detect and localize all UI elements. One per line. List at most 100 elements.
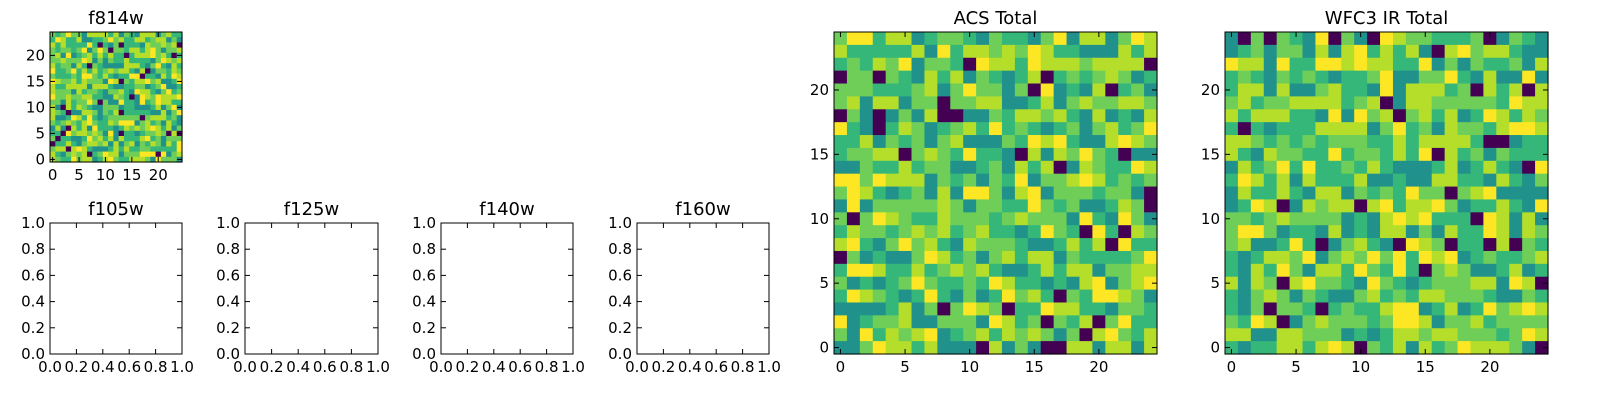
- heatmap-cell: [81, 141, 88, 147]
- heatmap-cell: [898, 341, 913, 355]
- heatmap-cell: [1392, 96, 1407, 110]
- heatmap-cell: [118, 156, 125, 163]
- heatmap-cell: [885, 238, 900, 252]
- heatmap-cell: [950, 96, 964, 110]
- heatmap-cell: [113, 84, 120, 90]
- heatmap-cell: [150, 130, 157, 137]
- heatmap-cell: [86, 130, 93, 137]
- heatmap-cell: [166, 141, 173, 147]
- heatmap-cell: [1431, 199, 1446, 213]
- heatmap-cell: [1027, 135, 1042, 149]
- heatmap-cell: [1483, 276, 1497, 291]
- heatmap-cell: [108, 52, 114, 59]
- heatmap-cell: [1276, 44, 1291, 59]
- heatmap-cell: [139, 115, 146, 121]
- heatmap-cell: [86, 68, 93, 75]
- heatmap-cell: [102, 37, 109, 43]
- heatmap-cell: [166, 47, 173, 54]
- heatmap-cell: [834, 199, 848, 213]
- heatmap-cell: [118, 84, 125, 90]
- heatmap-cell: [1092, 135, 1106, 149]
- heatmap-cell: [1263, 315, 1278, 329]
- heatmap-cell: [1354, 225, 1368, 239]
- heatmap-cell: [950, 328, 964, 342]
- heatmap-cell: [97, 130, 104, 137]
- heatmap-cell: [1014, 263, 1029, 278]
- heatmap-cell: [1237, 147, 1252, 162]
- heatmap-cell: [108, 73, 114, 80]
- heatmap-cell: [92, 52, 99, 59]
- heatmap-cell: [1237, 83, 1252, 97]
- heatmap-cell: [963, 238, 977, 252]
- heatmap-cell: [1405, 173, 1420, 188]
- heatmap-cell: [50, 125, 56, 132]
- heatmap-cell: [1131, 302, 1145, 316]
- heatmap-cell: [1027, 289, 1042, 304]
- heatmap-cell: [1263, 173, 1278, 188]
- heatmap-cell: [1509, 289, 1523, 304]
- heatmap-cell: [1118, 225, 1132, 239]
- heatmap-cell: [1092, 109, 1106, 123]
- heatmap-cell: [1250, 199, 1265, 213]
- heatmap-cell: [55, 136, 62, 142]
- heatmap-cell: [71, 63, 77, 69]
- heatmap-cell: [885, 341, 900, 355]
- heatmap-cell: [1315, 135, 1329, 149]
- heatmap-cell: [1367, 122, 1381, 136]
- heatmap-cell: [1001, 83, 1016, 97]
- heatmap-cell: [76, 68, 83, 75]
- heatmap-cell: [834, 328, 848, 342]
- heatmap-cell: [123, 156, 130, 163]
- heatmap-cell: [1522, 122, 1536, 136]
- heatmap-cell: [1496, 315, 1510, 329]
- heatmap-cell: [1470, 57, 1484, 72]
- heatmap-cell: [134, 104, 141, 111]
- heatmap-cell: [1302, 341, 1317, 355]
- heatmap-cell: [1144, 57, 1158, 72]
- heatmap-cell: [834, 147, 848, 162]
- heatmap-cell: [1341, 186, 1355, 201]
- heatmap-cell: [1470, 263, 1484, 278]
- heatmap-cell: [1470, 160, 1484, 175]
- heatmap-cell: [1509, 135, 1523, 149]
- heatmap-cell: [963, 315, 977, 329]
- heatmap-cell: [989, 147, 1003, 162]
- heatmap-cell: [846, 199, 861, 213]
- heatmap-cell: [1535, 250, 1549, 265]
- heatmap-cell: [92, 141, 99, 147]
- heatmap-cell: [1066, 250, 1081, 265]
- heatmap-cell: [71, 73, 77, 80]
- x-tick-label: 1.0: [366, 358, 390, 376]
- heatmap-cell: [1431, 109, 1446, 123]
- heatmap-cell: [1053, 315, 1068, 329]
- heatmap-cell: [989, 302, 1003, 316]
- heatmap-cell: [113, 78, 120, 85]
- heatmap-cell: [1341, 250, 1355, 265]
- heatmap-cell: [834, 212, 848, 226]
- heatmap-cell: [86, 42, 93, 49]
- heatmap-cell: [1522, 32, 1536, 46]
- heatmap-cell: [1225, 32, 1239, 46]
- heatmap-cell: [1328, 328, 1342, 342]
- heatmap-cell: [1289, 276, 1304, 291]
- heatmap-cell: [108, 130, 114, 137]
- heatmap-cell: [171, 47, 178, 54]
- heatmap-cell: [1444, 147, 1459, 162]
- heatmap-cell: [1066, 109, 1081, 123]
- heatmap-cell: [1496, 160, 1510, 175]
- heatmap-cell: [1040, 32, 1055, 46]
- heatmap-cell: [1509, 147, 1523, 162]
- heatmap-cell: [937, 289, 951, 304]
- heatmap-cell: [1092, 70, 1106, 85]
- heatmap-cell: [846, 57, 861, 72]
- heatmap-cell: [97, 89, 104, 95]
- heatmap-cell: [1105, 315, 1119, 329]
- heatmap-cell: [1027, 147, 1042, 162]
- heatmap-cell: [911, 289, 926, 304]
- heatmap-cell: [976, 263, 990, 278]
- heatmap-cell: [1276, 173, 1291, 188]
- heatmap-cell: [113, 130, 120, 137]
- heatmap-cell: [1040, 302, 1055, 316]
- heatmap-cell: [1405, 96, 1420, 110]
- heatmap-cell: [71, 99, 77, 106]
